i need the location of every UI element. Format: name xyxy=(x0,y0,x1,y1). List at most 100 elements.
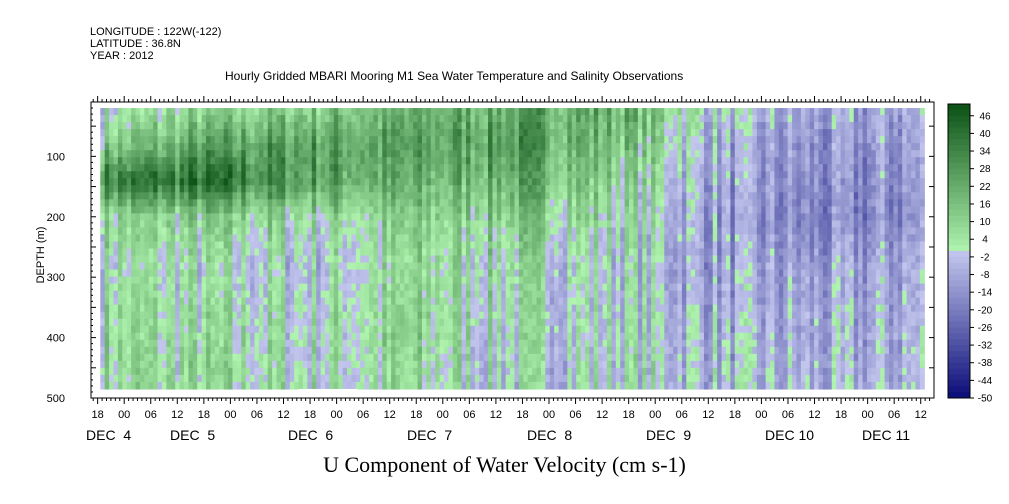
heatmap-cell xyxy=(492,129,498,137)
heatmap-cell xyxy=(620,185,626,193)
heatmap-cell xyxy=(496,283,502,292)
heatmap-cell xyxy=(510,381,516,390)
heatmap-cell xyxy=(179,262,185,271)
heatmap-cell xyxy=(122,325,128,334)
heatmap-cell xyxy=(117,234,123,243)
latitude-label: LATITUDE : 36.8N xyxy=(90,38,181,50)
heatmap-cell xyxy=(439,248,445,257)
heatmap-cell xyxy=(615,199,621,207)
heatmap-cell xyxy=(611,304,617,313)
heatmap-cell xyxy=(399,234,405,243)
heatmap-cell xyxy=(214,255,220,264)
heatmap-cell xyxy=(320,234,326,243)
heatmap-cell xyxy=(611,143,617,151)
heatmap-cell xyxy=(510,325,516,334)
heatmap-cell xyxy=(245,255,251,264)
heatmap-cell xyxy=(377,262,383,271)
heatmap-cell xyxy=(197,311,203,320)
heatmap-cell xyxy=(598,192,604,200)
heatmap-cell xyxy=(593,339,599,348)
heatmap-cell xyxy=(492,206,498,214)
heatmap-cell xyxy=(100,262,106,271)
heatmap-cell xyxy=(545,360,551,369)
heatmap-cell xyxy=(527,227,533,236)
heatmap-cell xyxy=(505,122,511,130)
heatmap-cell xyxy=(333,311,339,320)
heatmap-cell xyxy=(245,213,251,221)
heatmap-cell xyxy=(219,297,225,306)
heatmap-cell xyxy=(421,360,427,369)
heatmap-cell xyxy=(232,122,238,130)
heatmap-cell xyxy=(611,150,617,158)
heatmap-cell xyxy=(325,290,331,299)
heatmap-cell xyxy=(201,164,207,172)
heatmap-cell xyxy=(492,227,498,236)
heatmap-cell xyxy=(461,150,467,158)
heatmap-cell xyxy=(532,220,538,229)
heatmap-cell xyxy=(179,290,185,299)
heatmap-cell xyxy=(479,297,485,306)
heatmap-cell xyxy=(430,318,436,327)
heatmap-cell xyxy=(320,290,326,299)
heatmap-cell xyxy=(210,108,216,116)
heatmap-cell xyxy=(254,311,260,320)
heatmap-cell xyxy=(483,129,489,137)
heatmap-cell xyxy=(223,108,229,116)
heatmap-cell xyxy=(426,136,432,144)
heatmap-cell xyxy=(153,150,159,158)
heatmap-cell xyxy=(386,339,392,348)
heatmap-cell xyxy=(316,346,322,355)
heatmap-cell xyxy=(584,150,590,158)
heatmap-cell xyxy=(285,241,291,250)
heatmap-cell xyxy=(488,304,494,313)
heatmap-cell xyxy=(232,213,238,221)
heatmap-cell xyxy=(395,311,401,320)
heatmap-cell xyxy=(457,276,463,285)
heatmap-cell xyxy=(302,304,308,313)
heatmap-cell xyxy=(192,255,198,264)
heatmap-cell xyxy=(611,283,617,292)
heatmap-cell xyxy=(593,360,599,369)
heatmap-cell xyxy=(527,129,533,137)
heatmap-cell xyxy=(289,276,295,285)
heatmap-cell xyxy=(113,311,119,320)
heatmap-cell xyxy=(532,192,538,200)
heatmap-cell xyxy=(584,178,590,186)
heatmap-cell xyxy=(558,339,564,348)
heatmap-cell xyxy=(646,318,652,327)
heatmap-cell xyxy=(492,318,498,327)
heatmap-cell xyxy=(496,199,502,207)
heatmap-cell xyxy=(510,353,516,362)
heatmap-cell xyxy=(232,129,238,137)
heatmap-cell xyxy=(188,220,194,229)
heatmap-cell xyxy=(633,206,639,214)
heatmap-cell xyxy=(598,262,604,271)
heatmap-cell xyxy=(369,339,375,348)
heatmap-cell xyxy=(254,136,260,144)
heatmap-cell xyxy=(404,227,410,236)
heatmap-cell xyxy=(100,318,106,327)
heatmap-cell xyxy=(439,262,445,271)
heatmap-cell xyxy=(316,192,322,200)
heatmap-cell xyxy=(294,304,300,313)
heatmap-cell xyxy=(413,297,419,306)
heatmap-cell xyxy=(510,318,516,327)
heatmap-cell xyxy=(307,129,313,137)
heatmap-cell xyxy=(245,262,251,271)
heatmap-cell xyxy=(175,206,181,214)
heatmap-cell xyxy=(223,143,229,151)
heatmap-cell xyxy=(170,304,176,313)
heatmap-cell xyxy=(254,304,260,313)
heatmap-cell xyxy=(254,122,260,130)
heatmap-cell xyxy=(607,185,613,193)
heatmap-cell xyxy=(280,164,286,172)
heatmap-cell xyxy=(492,297,498,306)
heatmap-cell xyxy=(607,325,613,334)
heatmap-cell xyxy=(148,290,154,299)
heatmap-cell xyxy=(448,360,454,369)
heatmap-cell xyxy=(285,332,291,341)
heatmap-cell xyxy=(505,136,511,144)
heatmap-cell xyxy=(576,248,582,257)
heatmap-cell xyxy=(135,143,141,151)
heatmap-cell xyxy=(413,262,419,271)
